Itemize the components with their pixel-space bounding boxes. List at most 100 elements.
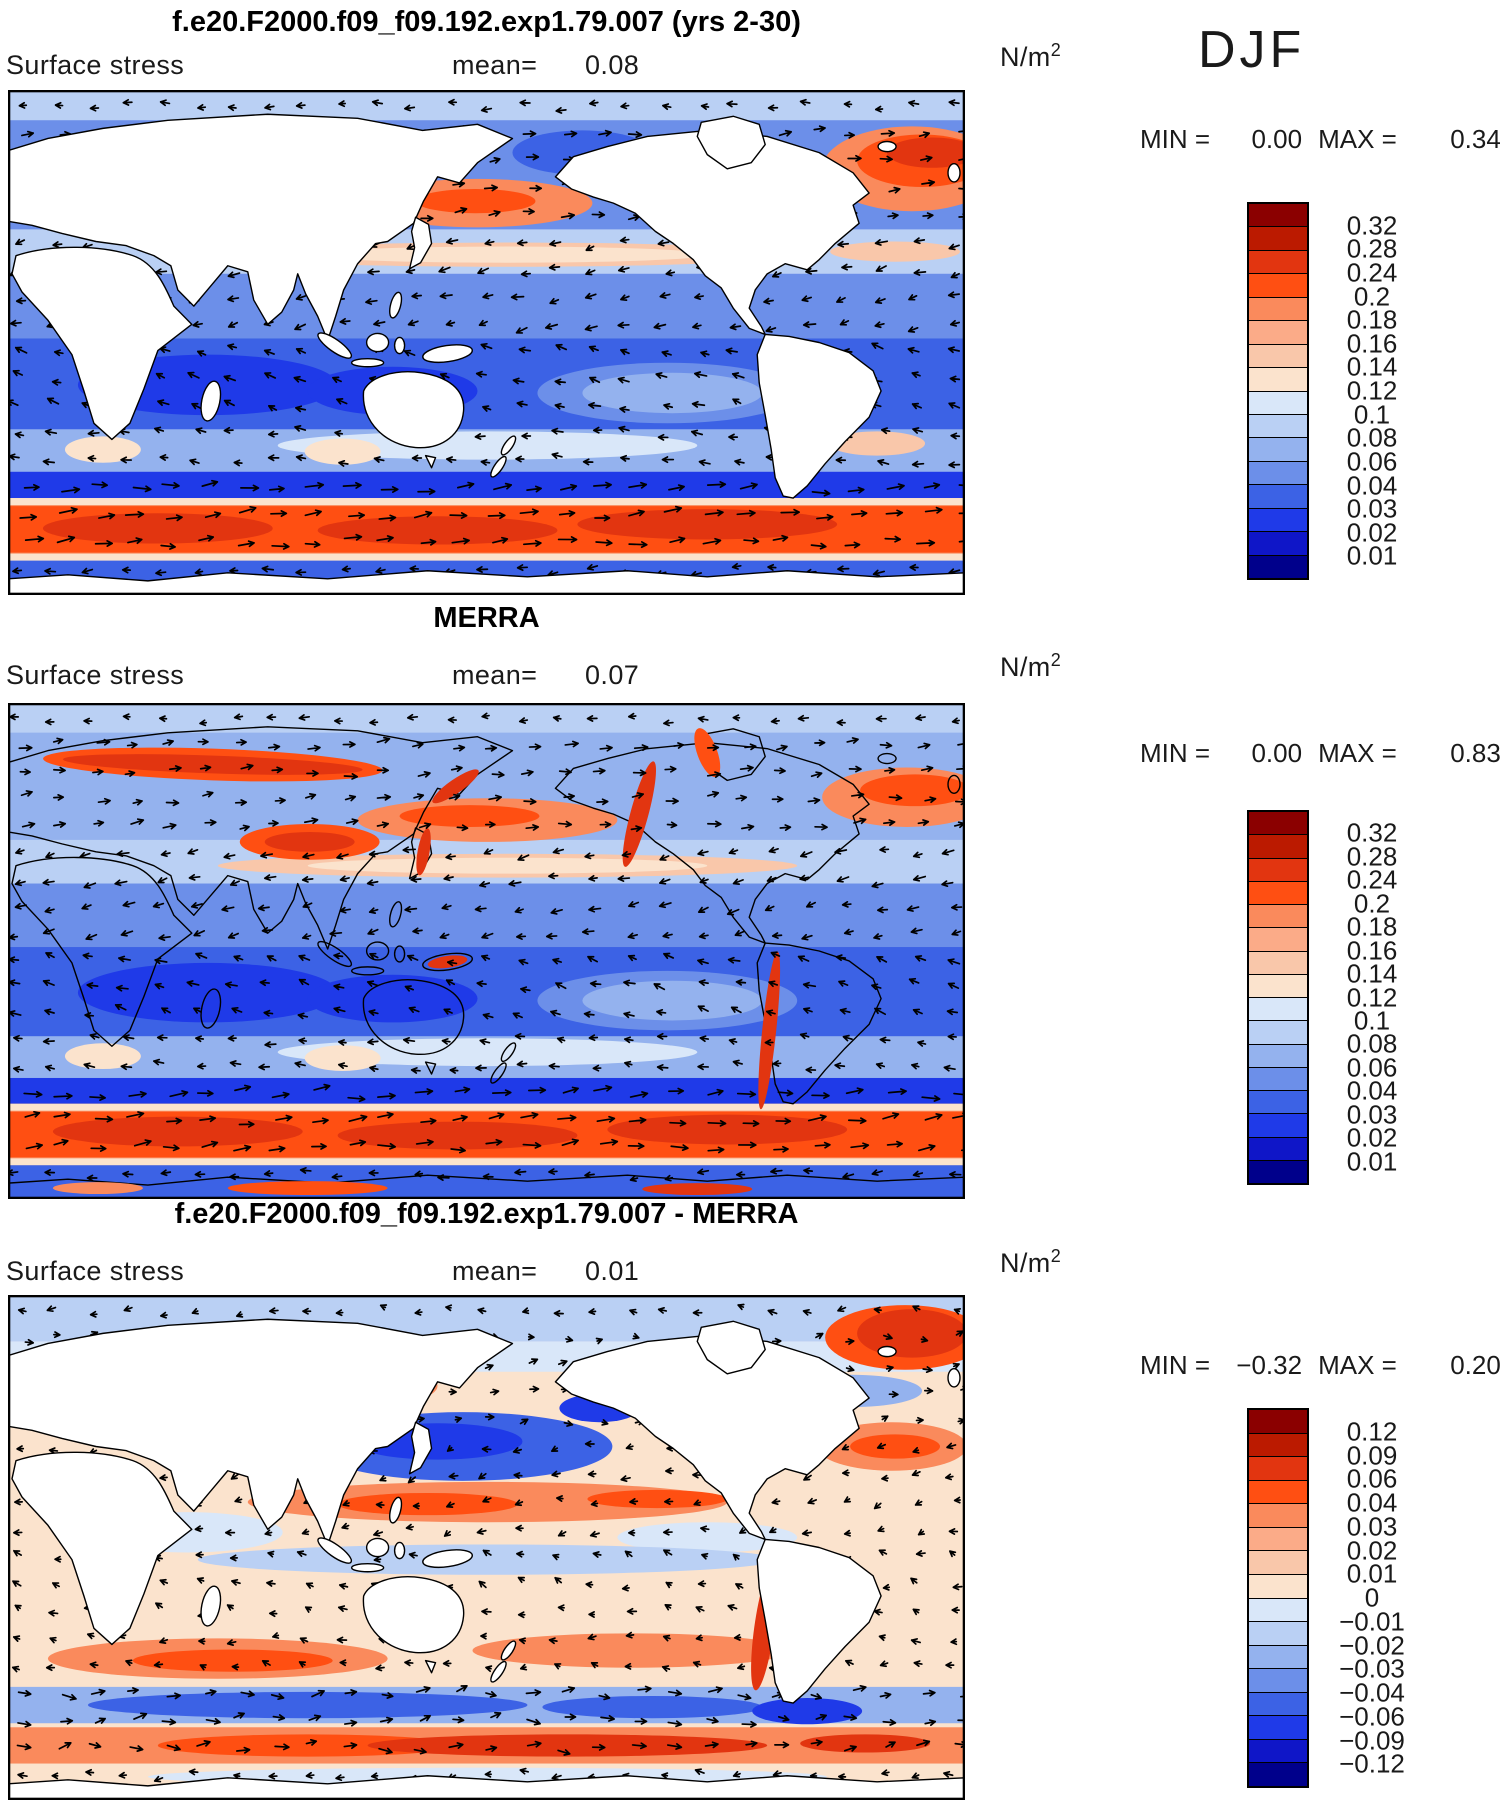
colorbar-cell (1249, 204, 1307, 227)
colorbar-tick-label: 0.1 (1353, 1005, 1391, 1036)
colorbar-tick-label: 0.32 (1346, 817, 1398, 848)
panel2-min-label: MIN = (1140, 738, 1211, 768)
colorbar-tick-label: −0.09 (1339, 1725, 1405, 1755)
colorbar-cell (1249, 880, 1307, 904)
colorbar-cell (1249, 1090, 1307, 1114)
panel3-title: f.e20.F2000.f09_f09.192.exp1.79.007 - ME… (174, 1198, 799, 1230)
panel2-max-value: 0.83 (1450, 738, 1500, 768)
panel3-mean-label: mean= (452, 1256, 538, 1286)
colorbar-tick-label: 0.14 (1346, 351, 1398, 382)
panel1-minmax: MIN = 0.00 MAX = 0.34 (1140, 124, 1500, 155)
panel2-colorbar: 0.32 0.28 0.24 0.2 0.18 0.16 0.14 0.12 0.1 0.08 0.… (1247, 810, 1397, 1185)
colorbar-tick-label: 0.06 (1346, 446, 1398, 477)
colorbar-cell (1249, 460, 1307, 485)
colorbar-tick-label: 0.03 (1346, 1099, 1398, 1130)
panel2-colorbar-labels: 0.32 0.28 0.24 0.2 0.18 0.16 0.14 0.12 0.1 0.08 0.… (1317, 810, 1427, 1185)
panel1-min-label: MIN = (1140, 124, 1211, 154)
panel1-field-label: Surface stress (6, 50, 185, 80)
panel1-units: N/m2 (1000, 40, 1062, 72)
colorbar-tick-label: 0.14 (1346, 958, 1398, 989)
colorbar-cell (1249, 904, 1307, 928)
colorbar-cell (1249, 554, 1307, 578)
panel2-header: Surface stress mean= 0.07 N/m2 (0, 650, 1080, 694)
colorbar-cell (1249, 484, 1307, 508)
panel3-colorbar-labels: 0.12 0.09 0.06 0.04 0.03 0.02 0.01 0 −0.01 −0.02−… (1317, 1408, 1427, 1788)
panel2-units: N/m2 (1000, 650, 1062, 682)
panel1-colorbar: 0.32 0.28 0.24 0.2 0.18 0.16 0.14 0.12 0.1 0.08 0.… (1247, 202, 1397, 580)
colorbar-cell (1249, 1597, 1307, 1622)
panel1-map-border (8, 90, 965, 595)
colorbar-cell (1249, 950, 1307, 974)
colorbar-tick-label: 0.09 (1346, 1440, 1398, 1470)
colorbar-tick-label: 0.12 (1346, 1416, 1398, 1447)
colorbar-cell (1249, 1573, 1307, 1598)
colorbar-tick-label: 0.18 (1346, 304, 1398, 335)
panel3-min-label: MIN = (1140, 1350, 1211, 1380)
colorbar-cell (1249, 1479, 1307, 1504)
panel3-minmax: MIN = −0.32 MAX = 0.20 (1140, 1350, 1500, 1381)
colorbar-tick-label: 0.12 (1346, 982, 1398, 1012)
colorbar-cell (1249, 390, 1307, 414)
colorbar-cell (1249, 973, 1307, 997)
colorbar-cell (1249, 927, 1307, 951)
colorbar-tick-label: 0.02 (1346, 1535, 1398, 1565)
panel2-map-svg (8, 703, 965, 1199)
panel1-map-svg (8, 90, 965, 595)
panel2-map (8, 703, 965, 1199)
colorbar-cell (1249, 1020, 1307, 1044)
colorbar-tick-label: 0.02 (1346, 517, 1398, 548)
colorbar-cell (1249, 1738, 1307, 1763)
panel3-header: Surface stress mean= 0.01 N/m2 (0, 1246, 1080, 1290)
colorbar-tick-label: −0.02 (1339, 1630, 1405, 1660)
colorbar-cell (1249, 1503, 1307, 1527)
colorbar-tick-label: −0.06 (1339, 1701, 1405, 1732)
colorbar-tick-label: 0.32 (1346, 210, 1398, 241)
colorbar-cell (1249, 249, 1307, 274)
panel3-field-label: Surface stress (6, 1256, 185, 1286)
colorbar-tick-label: 0.03 (1346, 1511, 1398, 1542)
colorbar-cell (1249, 1644, 1307, 1669)
colorbar-cell (1249, 437, 1307, 461)
panel3-map-border (8, 1295, 965, 1800)
colorbar-tick-label: 0.18 (1346, 911, 1398, 942)
panel1-min-value: 0.00 (1251, 124, 1303, 154)
colorbar-tick-label: 0.16 (1346, 328, 1398, 359)
colorbar-tick-label: 0.06 (1346, 1463, 1398, 1494)
colorbar-cell (1249, 812, 1307, 835)
panel3-colorbar: 0.12 0.09 0.06 0.04 0.03 0.02 0.01 0 −0.01 −0.02−… (1247, 1408, 1405, 1788)
colorbar-cell (1249, 343, 1307, 368)
panel2-mean-value: 0.07 (585, 660, 640, 690)
colorbar-cell (1249, 367, 1307, 391)
panel2-colorbar-cells (1247, 810, 1309, 1185)
colorbar-cell (1249, 1691, 1307, 1716)
panel3-max-label: MAX = (1318, 1350, 1397, 1380)
colorbar-tick-label: 0.2 (1353, 281, 1391, 311)
colorbar-cell (1249, 1432, 1307, 1457)
panel1-colorbar-labels: 0.32 0.28 0.24 0.2 0.18 0.16 0.14 0.12 0.1 0.08 0.… (1317, 202, 1427, 580)
panel1-mean-label: mean= (452, 50, 538, 80)
colorbar-cell (1249, 296, 1307, 321)
colorbar-tick-label: 0.04 (1346, 1075, 1398, 1106)
colorbar-cell (1249, 1762, 1307, 1786)
panel3-max-value: 0.20 (1450, 1350, 1500, 1380)
panel2-minmax: MIN = 0.00 MAX = 0.83 (1140, 738, 1500, 769)
panel2-max-label: MAX = (1318, 738, 1397, 768)
colorbar-cell (1249, 857, 1307, 881)
colorbar-tick-label: 0.28 (1346, 841, 1398, 872)
colorbar-tick-label: −0.12 (1339, 1748, 1405, 1779)
colorbar-cell (1249, 1668, 1307, 1692)
panel2-mean-label: mean= (452, 660, 538, 690)
panel2-min-value: 0.00 (1251, 738, 1303, 768)
panel1-mean-value: 0.08 (585, 50, 640, 80)
colorbar-cell (1249, 1066, 1307, 1090)
colorbar-tick-label: 0.12 (1346, 375, 1398, 406)
panel1-max-value: 0.34 (1450, 124, 1500, 154)
panel1-map (8, 90, 965, 595)
colorbar-tick-label: 0.08 (1346, 422, 1398, 453)
colorbar-cell (1249, 273, 1307, 297)
colorbar-cell (1249, 531, 1307, 555)
colorbar-tick-label: 0.2 (1353, 888, 1391, 919)
panel3-units: N/m2 (1000, 1246, 1062, 1278)
colorbar-cell (1249, 1456, 1307, 1480)
